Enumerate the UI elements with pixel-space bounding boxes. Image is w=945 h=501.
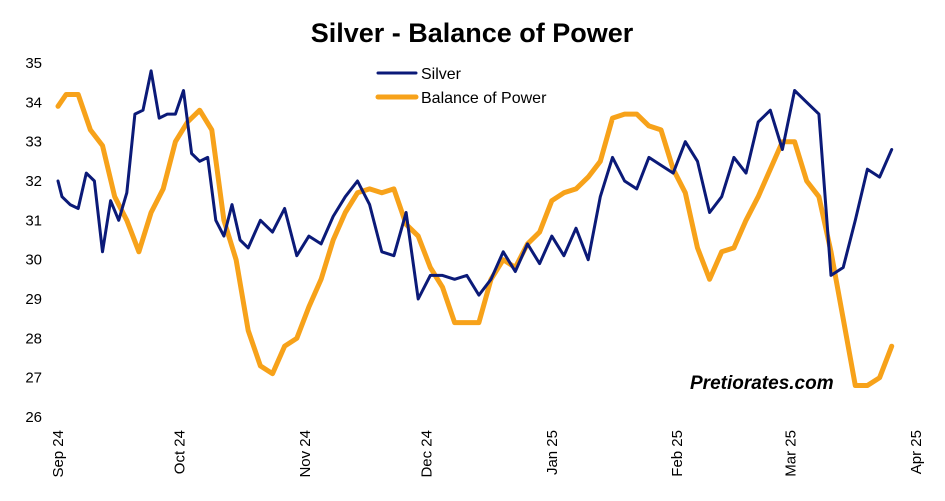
legend: Silver Balance of Power	[375, 66, 547, 107]
y-tick-label: 33	[25, 134, 42, 151]
y-tick-label: 31	[25, 212, 42, 229]
y-tick-label: 32	[25, 173, 42, 190]
legend-label-silver: Silver	[421, 66, 462, 83]
x-tick-label: Feb 25	[669, 430, 686, 477]
y-tick-label: 29	[25, 291, 42, 308]
x-tick-label: Dec 24	[418, 430, 435, 478]
x-tick-label: Mar 25	[783, 430, 800, 477]
y-tick-label: 30	[25, 252, 42, 269]
y-tick-label: 34	[25, 94, 42, 111]
series-line-silver	[56, 69, 894, 301]
x-tick-label: Nov 24	[297, 430, 314, 478]
y-axis: 26 27 28 29 30 31 32 33 34 35	[25, 55, 42, 426]
x-tick-label: Apr 25	[908, 430, 925, 474]
y-tick-label: 26	[25, 409, 42, 426]
x-tick-label: Oct 24	[171, 430, 188, 474]
watermark: Pretiorates.com	[690, 373, 834, 394]
y-tick-label: 35	[25, 55, 42, 72]
x-tick-label: Jan 25	[544, 430, 561, 475]
plot-area	[55, 69, 895, 388]
chart-title: Silver - Balance of Power	[311, 18, 634, 48]
y-tick-label: 27	[25, 370, 42, 387]
x-axis: Sep 24 Oct 24 Nov 24 Dec 24 Jan 25 Feb 25 Mar …	[50, 430, 925, 478]
series-line-balance-of-power	[55, 92, 895, 388]
legend-label-balance-of-power: Balance of Power	[421, 90, 547, 107]
x-tick-label: Sep 24	[50, 430, 67, 478]
y-tick-label: 28	[25, 330, 42, 347]
